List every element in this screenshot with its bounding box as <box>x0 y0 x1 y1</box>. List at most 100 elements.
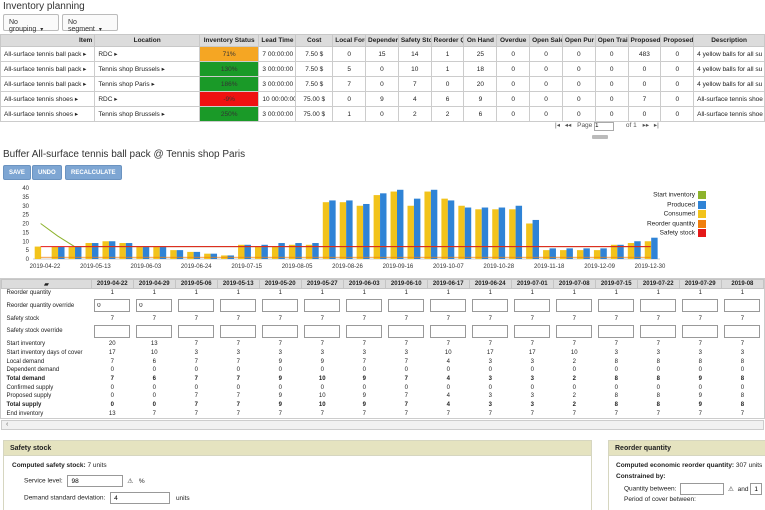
caret-right-icon[interactable]: ▸ <box>83 66 87 73</box>
grouping-dropdown[interactable]: No grouping ▾ <box>3 14 59 33</box>
override-input[interactable] <box>430 324 467 338</box>
segment-dropdown[interactable]: No segment ▾ <box>62 14 118 33</box>
save-button[interactable]: SAVE <box>3 165 31 180</box>
value-cell: 0 <box>561 61 596 77</box>
override-input[interactable] <box>346 324 383 338</box>
col-header[interactable]: On Hand <box>463 34 498 47</box>
override-input[interactable] <box>220 324 257 338</box>
override-input[interactable] <box>598 299 635 313</box>
override-input[interactable] <box>178 324 215 338</box>
consumed-bar <box>204 253 211 259</box>
caret-right-icon[interactable]: ▸ <box>114 51 118 58</box>
override-input[interactable] <box>682 324 719 338</box>
override-input[interactable] <box>724 324 761 338</box>
quantity-max-input[interactable] <box>750 483 763 495</box>
item-name[interactable]: All-surface tennis ball pack <box>4 66 82 73</box>
override-input[interactable] <box>304 299 341 313</box>
override-input[interactable] <box>556 324 593 338</box>
override-input[interactable] <box>388 324 425 338</box>
first-page-icon[interactable]: |◂ <box>555 122 560 129</box>
override-input[interactable] <box>598 324 635 338</box>
col-header[interactable]: Inventory Status <box>198 34 260 47</box>
location-name[interactable]: Tennis shop Paris <box>98 81 150 88</box>
override-input[interactable] <box>94 324 131 338</box>
override-input[interactable] <box>514 324 551 338</box>
grid-input-cell <box>133 323 175 340</box>
override-input[interactable] <box>388 299 425 313</box>
override-input[interactable] <box>178 299 215 313</box>
deviation-input[interactable] <box>110 492 171 504</box>
override-input[interactable] <box>514 299 551 313</box>
override-input[interactable] <box>220 299 257 313</box>
caret-right-icon[interactable]: ▸ <box>161 66 165 73</box>
caret-right-icon[interactable]: ▸ <box>151 81 155 88</box>
table-row[interactable]: All-surface tennis shoes ▸ RDC ▸ -9% 10 00:… <box>0 91 765 107</box>
grid-cell: 1 <box>110 290 114 297</box>
override-input[interactable] <box>346 299 383 313</box>
caret-right-icon[interactable]: ▸ <box>83 81 87 88</box>
resize-handle[interactable] <box>592 135 608 139</box>
override-input[interactable] <box>262 324 299 338</box>
col-header[interactable]: Overdue <box>496 34 531 47</box>
recalculate-button[interactable]: RECALCULATE <box>65 165 122 180</box>
grid-cell: 7 <box>404 375 408 382</box>
override-input[interactable] <box>472 299 509 313</box>
override-input[interactable] <box>430 299 467 313</box>
caret-right-icon[interactable]: ▸ <box>114 96 118 103</box>
scroll-left-icon[interactable]: ‹ <box>6 421 9 428</box>
override-input[interactable] <box>556 299 593 313</box>
col-header[interactable]: Cost <box>295 34 334 47</box>
override-input[interactable] <box>94 299 131 313</box>
caret-right-icon[interactable]: ▸ <box>161 111 165 118</box>
col-header[interactable]: Local Fore <box>332 34 367 47</box>
col-header[interactable]: Location <box>94 34 200 47</box>
next-page-icon[interactable]: ▸▸ <box>642 122 650 129</box>
location-name[interactable]: Tennis shop Brussels <box>98 111 160 118</box>
buffer-grid: ▰ 2019-04-22 2019-04-29 2019-05-06 2019-05-1… <box>0 278 765 419</box>
undo-button[interactable]: UNDO <box>32 165 62 180</box>
horizontal-scrollbar[interactable]: ‹ <box>1 420 764 430</box>
caret-right-icon[interactable]: ▸ <box>74 96 79 103</box>
prev-page-icon[interactable]: ◂◂ <box>564 122 572 129</box>
override-input[interactable] <box>724 299 761 313</box>
table-row[interactable]: All-surface tennis ball pack ▸ RDC ▸ 71% 7 … <box>0 46 765 62</box>
item-name[interactable]: All-surface tennis shoes <box>4 96 74 103</box>
override-input[interactable] <box>136 299 173 313</box>
col-header[interactable]: Open Pur <box>561 34 596 47</box>
item-name[interactable]: All-surface tennis ball pack <box>4 51 82 58</box>
override-input[interactable] <box>304 324 341 338</box>
service-level-input[interactable] <box>67 475 124 487</box>
location-name[interactable]: Tennis shop Brussels <box>98 66 160 73</box>
location-name[interactable]: RDC <box>98 96 113 103</box>
grid-row: Reorder quantity override <box>2 297 764 314</box>
override-input[interactable] <box>262 299 299 313</box>
col-header[interactable]: Dependen <box>365 34 399 47</box>
consumed-bar <box>458 205 465 259</box>
col-header[interactable]: Safety Sto <box>397 34 432 47</box>
page-input[interactable] <box>594 121 615 131</box>
last-page-icon[interactable]: ▸| <box>653 122 659 129</box>
table-row[interactable]: All-surface tennis shoes ▸ Tennis shop Br… <box>0 106 765 122</box>
table-row[interactable]: All-surface tennis ball pack ▸ Tennis sho… <box>0 61 765 77</box>
table-row[interactable]: All-surface tennis ball pack ▸ Tennis sho… <box>0 76 765 92</box>
col-header[interactable]: Proposed <box>627 34 662 47</box>
override-input[interactable] <box>682 299 719 313</box>
override-input[interactable] <box>136 324 173 338</box>
location-name[interactable]: RDC <box>98 51 113 58</box>
override-input[interactable] <box>472 324 509 338</box>
override-input[interactable] <box>640 324 677 338</box>
col-header[interactable]: Description <box>693 34 765 47</box>
col-header[interactable]: Open Sale <box>529 34 563 47</box>
col-header[interactable]: Open Trai <box>594 34 629 47</box>
caret-right-icon[interactable]: ▸ <box>74 111 79 118</box>
caret-right-icon[interactable]: ▸ <box>83 51 87 58</box>
grid-row-label: Start inventory days of cover <box>6 349 83 356</box>
col-header[interactable]: Reorder Q <box>430 34 465 47</box>
col-header[interactable]: Item <box>0 34 96 47</box>
quantity-min-input[interactable] <box>680 483 725 495</box>
item-name[interactable]: All-surface tennis shoes <box>4 111 74 118</box>
col-header[interactable]: Lead Time <box>258 34 297 47</box>
item-name[interactable]: All-surface tennis ball pack <box>4 81 82 88</box>
override-input[interactable] <box>640 299 677 313</box>
col-header[interactable]: Proposed <box>660 34 695 47</box>
